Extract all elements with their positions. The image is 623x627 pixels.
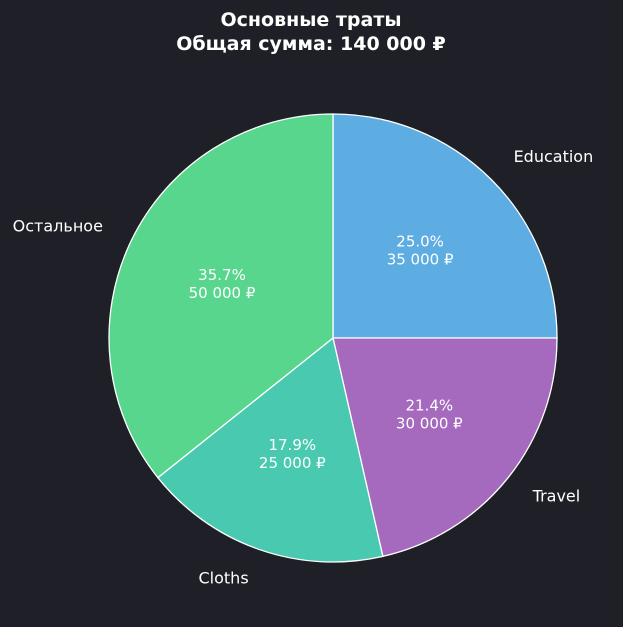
slice-amount-3: 25 000 ₽ [259, 454, 326, 472]
slice-percent-1: 25.0% [396, 232, 444, 250]
pie-labels: Education 25.0%35 000 ₽ Travel 21.4%30 000 … [13, 147, 594, 588]
slice-label-2: Travel [532, 487, 581, 506]
slice-percent-4: 35.7% [198, 266, 246, 284]
chart-subtitle: Общая сумма: 140 000 ₽ [176, 33, 446, 55]
pie-slice-1 [332, 113, 558, 339]
chart-title: Основные траты [220, 9, 401, 31]
pie-slices [108, 113, 558, 563]
slice-amount-4: 50 000 ₽ [189, 284, 256, 302]
pie-slice-2 [332, 337, 558, 558]
slice-label-1: Education [514, 147, 594, 166]
slice-percent-2: 21.4% [405, 396, 453, 414]
slice-amount-2: 30 000 ₽ [396, 414, 463, 432]
pie-slice-4 [108, 113, 334, 479]
pie-slice-3 [156, 336, 384, 563]
slice-amount-1: 35 000 ₽ [387, 250, 454, 268]
slice-label-4: Остальное [13, 217, 103, 236]
slice-percent-3: 17.9% [268, 436, 316, 454]
slice-label-3: Cloths [199, 569, 249, 588]
